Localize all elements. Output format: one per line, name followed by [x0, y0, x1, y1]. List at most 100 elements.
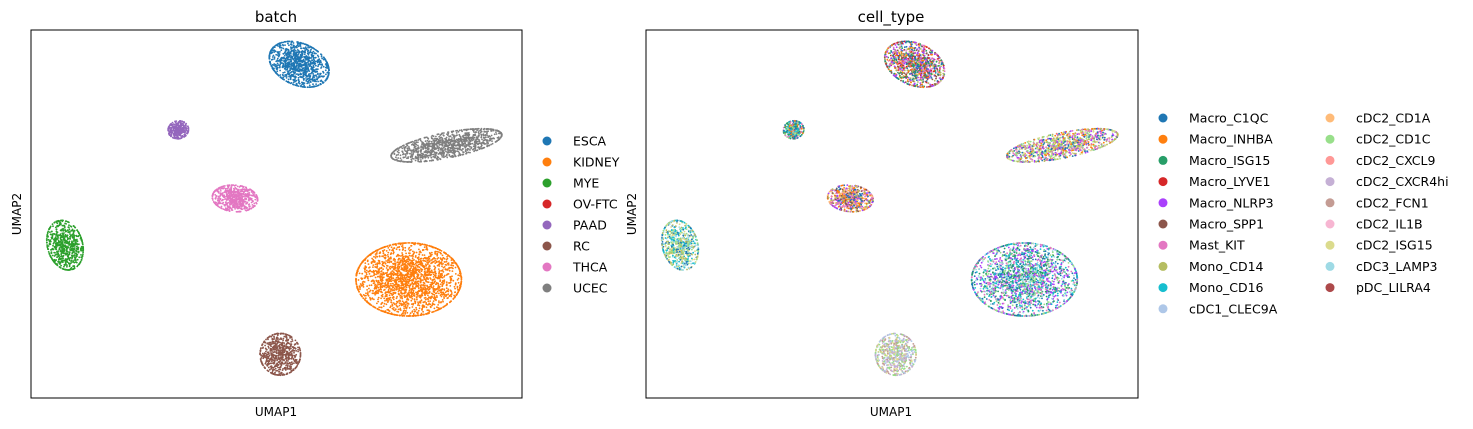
data-point: [176, 130, 179, 133]
data-point: [63, 236, 66, 238]
data-point: [449, 147, 452, 149]
data-point: [473, 143, 476, 146]
data-point: [462, 153, 465, 156]
data-point: [317, 50, 319, 53]
data-point: [367, 263, 370, 265]
data-point: [395, 156, 397, 159]
data-point: [385, 303, 388, 306]
data-point: [216, 188, 218, 191]
data-point: [56, 225, 58, 228]
data-point: [493, 133, 496, 136]
data-point: [212, 193, 214, 196]
data-point: [182, 130, 185, 133]
data-point: [269, 63, 272, 65]
data-point: [70, 243, 73, 246]
data-point: [365, 273, 368, 276]
data-point: [305, 77, 307, 79]
data-point: [236, 204, 239, 207]
data-point: [287, 51, 290, 54]
data-point: [306, 86, 309, 89]
data-point: [51, 254, 54, 257]
data-point: [454, 144, 457, 147]
data-point: [81, 255, 84, 258]
data-point: [60, 264, 62, 267]
data-point: [452, 264, 455, 267]
data-point: [419, 151, 422, 153]
data-point: [175, 125, 178, 128]
data-point: [73, 255, 76, 257]
data-point: [306, 49, 309, 51]
data-point: [445, 153, 448, 156]
data-point: [271, 51, 273, 54]
data-point: [51, 230, 53, 233]
data-point: [320, 55, 323, 58]
point-cluster-ESCA: [268, 40, 330, 89]
data-point: [292, 79, 295, 81]
data-point: [454, 287, 456, 290]
data-point: [459, 153, 462, 156]
data-point: [406, 142, 409, 145]
data-point: [66, 229, 69, 232]
data-point: [274, 71, 277, 74]
data-point: [409, 161, 412, 163]
data-point: [283, 60, 286, 62]
data-point: [453, 142, 455, 145]
data-point: [50, 256, 53, 259]
data-point: [228, 189, 231, 192]
data-point: [411, 155, 414, 158]
data-point: [486, 134, 488, 137]
data-point: [55, 238, 58, 241]
data-point: [468, 136, 470, 139]
data-point: [458, 129, 461, 132]
data-point: [424, 140, 427, 143]
data-point: [221, 195, 224, 197]
data-point: [297, 64, 300, 67]
data-point: [415, 264, 418, 267]
data-point: [62, 233, 64, 236]
data-point: [79, 237, 82, 240]
data-point: [467, 151, 470, 154]
data-point: [66, 220, 69, 223]
data-point: [413, 298, 416, 301]
data-point: [404, 145, 407, 148]
data-point: [448, 143, 451, 146]
data-point: [236, 210, 239, 213]
data-point: [290, 40, 293, 43]
data-point: [75, 247, 78, 250]
data-point: [419, 138, 422, 140]
data-point: [64, 262, 67, 265]
data-point: [388, 249, 391, 251]
data-point: [292, 65, 295, 68]
data-point: [419, 154, 422, 157]
data-point: [294, 59, 297, 62]
data-point: [272, 68, 275, 71]
data-point: [316, 68, 319, 71]
data-point: [430, 281, 432, 284]
data-point: [66, 264, 68, 267]
data-point: [481, 138, 483, 141]
data-point: [304, 50, 307, 52]
data-point: [296, 44, 299, 47]
data-point: [430, 159, 433, 162]
data-point: [64, 235, 67, 238]
data-point: [317, 84, 320, 87]
data-point: [236, 207, 239, 210]
data-point: [471, 137, 473, 139]
data-point: [432, 150, 434, 153]
data-point: [61, 219, 64, 222]
data-point: [395, 297, 398, 300]
data-point: [303, 82, 306, 84]
data-point: [67, 246, 69, 249]
data-point: [454, 155, 457, 158]
data-point: [53, 233, 56, 235]
data-point: [440, 301, 442, 304]
data-point: [312, 64, 315, 67]
data-point: [279, 76, 282, 79]
data-point: [59, 266, 62, 269]
point-cluster-THCA: [211, 184, 259, 213]
data-point: [303, 67, 305, 69]
data-point: [277, 51, 280, 53]
data-point: [491, 140, 493, 143]
data-point: [386, 261, 389, 264]
data-point: [305, 70, 308, 73]
